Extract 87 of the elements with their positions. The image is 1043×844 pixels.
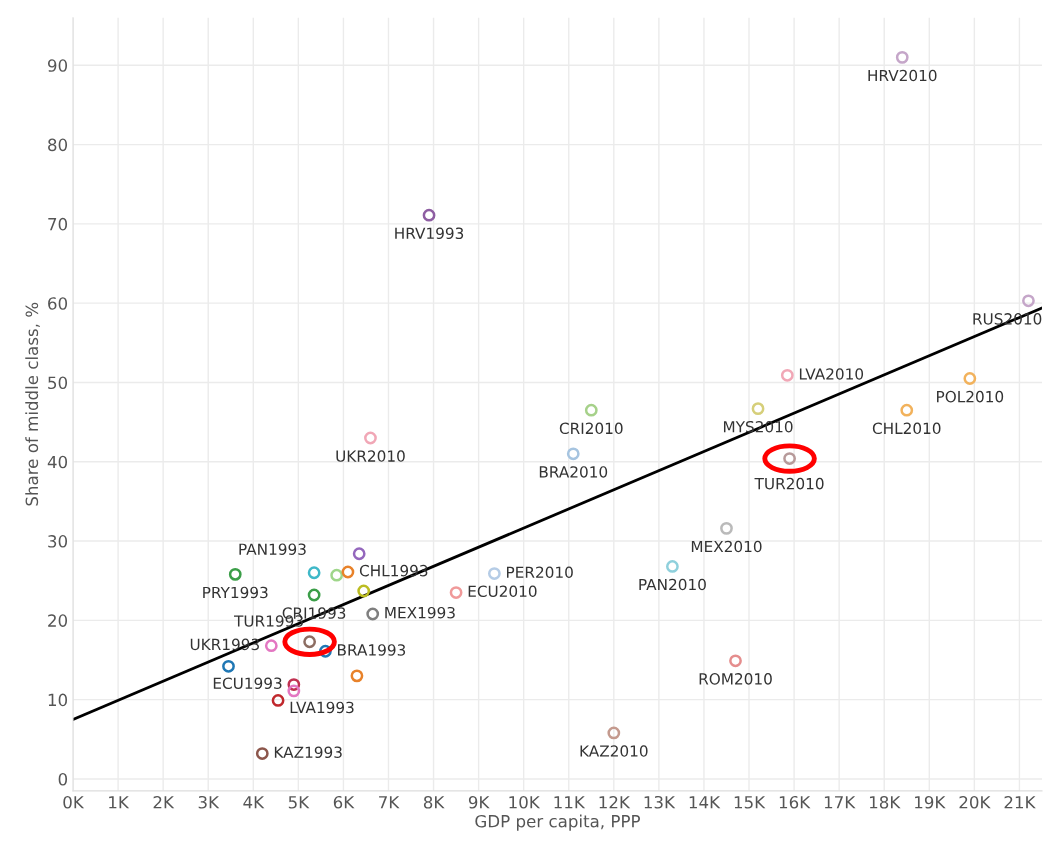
point	[264, 639, 278, 653]
x-tick-label: 2K	[153, 795, 175, 809]
series-label: MEX1993	[385, 606, 455, 619]
point	[666, 560, 679, 573]
point	[895, 50, 909, 64]
series-label: UKR2010	[336, 450, 405, 462]
point	[780, 368, 794, 382]
y-tick-label: 50	[48, 376, 68, 390]
x-tick-label: 19K	[915, 795, 946, 809]
x-tick-label: 1K	[109, 796, 130, 809]
point	[566, 447, 580, 461]
series-label: CRI2010	[559, 422, 623, 435]
x-tick-label: 12K	[599, 795, 631, 809]
point	[364, 431, 377, 445]
point	[307, 588, 321, 602]
point	[228, 567, 242, 581]
point	[900, 403, 914, 417]
point	[487, 567, 501, 580]
series-label: TUR2010	[754, 477, 824, 490]
y-tick-label: 20	[48, 614, 68, 627]
x-tick-label: 16K	[779, 795, 811, 809]
series-label: PAN2010	[639, 578, 706, 591]
x-tick-label: 17K	[824, 796, 856, 809]
x-tick-label: 5K	[288, 796, 310, 809]
x-tick-label: 9K	[468, 795, 490, 809]
point	[720, 521, 733, 535]
series-label: KAZ2010	[580, 745, 648, 757]
point	[352, 547, 366, 561]
series-label: MEX2010	[691, 540, 762, 553]
y-tick-label: 80	[48, 138, 68, 152]
point	[222, 659, 235, 673]
point	[357, 584, 371, 598]
series-label: CHL2010	[872, 422, 941, 435]
series-label: BRA1993	[338, 644, 406, 656]
series-label: ECU2010	[468, 585, 537, 598]
point	[963, 372, 977, 385]
point	[366, 607, 380, 621]
x-tick-label: 8K	[423, 795, 445, 809]
y-tick-label: 60	[48, 297, 68, 310]
x-tick-label: 7K	[379, 796, 400, 809]
point	[1022, 294, 1035, 308]
series-label: ECU1993	[213, 677, 282, 690]
point	[607, 726, 621, 740]
point	[330, 568, 344, 582]
series-label: LVA2010	[799, 368, 864, 380]
series-label: ROM2010	[699, 673, 772, 685]
x-tick-label: 21K	[1004, 795, 1036, 809]
y-axis-title: Share of middle class, %	[25, 302, 40, 506]
point	[584, 403, 598, 417]
x-tick-label: 18K	[869, 795, 901, 809]
x-tick-label: 6K	[333, 795, 355, 809]
x-tick-label: 0K	[63, 795, 85, 809]
y-tick-label: 90	[47, 59, 68, 72]
y-tick-label: 30	[48, 535, 68, 548]
x-tick-label: 3K	[198, 795, 220, 809]
x-tick-label: 10K	[509, 795, 541, 809]
point	[350, 669, 364, 683]
x-axis-title: GDP per capita, PPP	[475, 814, 640, 831]
y-tick-label: 70	[48, 217, 68, 231]
y-tick-label: 40	[47, 455, 68, 469]
series-label: HRV2010	[868, 69, 937, 82]
x-tick-label: 14K	[689, 796, 721, 809]
series-label: PAN1993	[239, 543, 306, 555]
x-tick-label: 4K	[243, 796, 265, 809]
point	[422, 208, 436, 222]
point	[271, 694, 285, 707]
y-tick-label: 10	[48, 693, 68, 707]
series-label: BRA2010	[539, 466, 608, 478]
series-label: HRV1993	[395, 227, 464, 240]
point	[449, 586, 463, 599]
x-tick-label: 15K	[734, 796, 766, 809]
point	[255, 747, 269, 760]
series-label: POL2010	[937, 390, 1004, 403]
point	[751, 402, 765, 416]
x-tick-label: 11K	[554, 796, 586, 809]
point	[341, 565, 355, 579]
y-tick-label: 0	[58, 772, 68, 786]
x-tick-label: 13K	[644, 795, 676, 809]
x-tick-label: 20K	[959, 795, 991, 809]
point	[729, 654, 742, 668]
series-label: KAZ1993	[274, 746, 342, 758]
series-label: LVA1993	[290, 701, 354, 714]
point	[307, 566, 321, 580]
point	[287, 684, 301, 698]
point	[783, 452, 796, 465]
series-label: PER2010	[507, 566, 573, 578]
series-label: PRY1993	[203, 586, 268, 599]
